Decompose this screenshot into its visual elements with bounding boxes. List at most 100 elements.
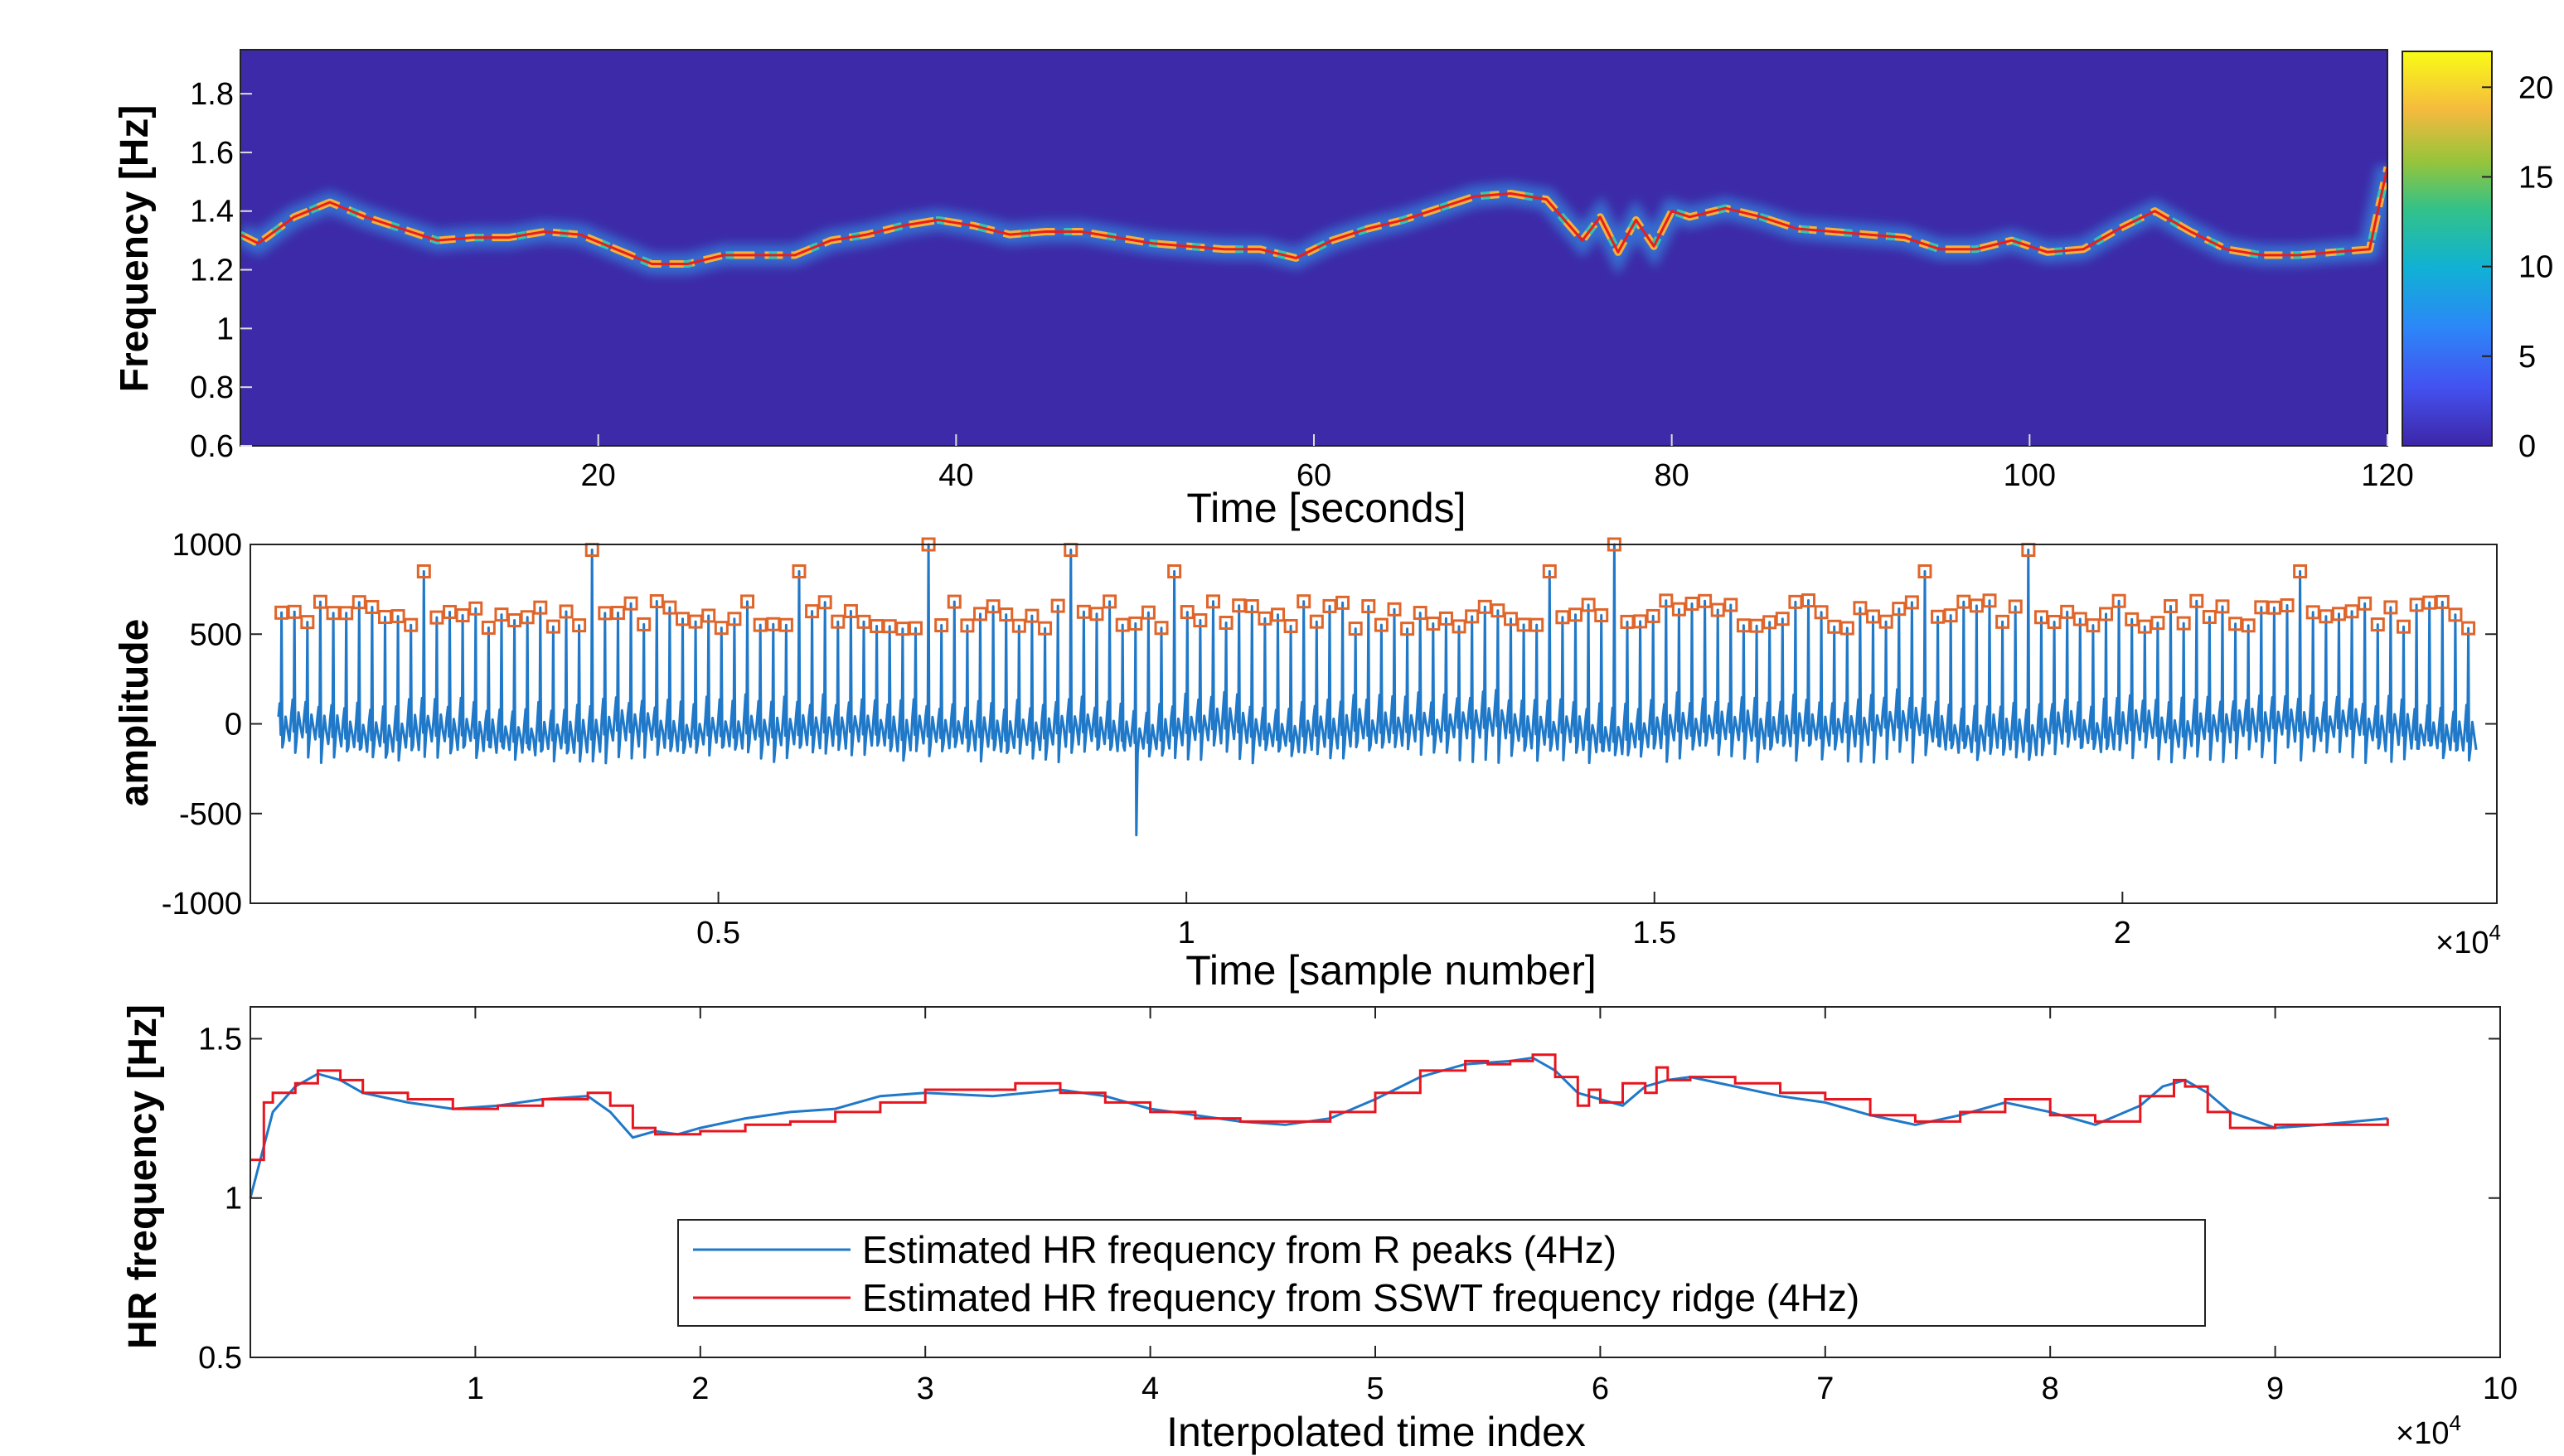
y-tick-label: 500 — [190, 617, 242, 652]
x-tick-label: 1.5 — [1632, 916, 1676, 951]
r-peak-marker — [714, 621, 729, 636]
r-peak-marker — [1866, 609, 1881, 624]
r-peak-marker — [1089, 607, 1104, 622]
r-peak-marker — [2344, 604, 2359, 619]
r-peak-marker — [1193, 613, 1208, 628]
r-peak-marker — [973, 607, 988, 622]
r-peak-marker — [1698, 593, 1713, 608]
r-peak-marker — [1232, 598, 1247, 613]
spectrogram-x-ticks: 20 40 60 80 100 120 — [581, 434, 2414, 493]
r-peak-marker — [2072, 612, 2087, 626]
r-peak-marker — [533, 600, 548, 615]
r-peak-marker — [1736, 618, 1751, 633]
r-peak-marker — [559, 604, 574, 619]
r-peak-marker — [1025, 608, 1040, 623]
r-peak-marker — [2215, 599, 2230, 614]
y-tick-label: 1.2 — [190, 254, 234, 288]
x-tick-label: 0.5 — [696, 916, 740, 951]
r-peak-marker — [1516, 617, 1531, 632]
r-peak-marker — [1775, 612, 1790, 626]
ecg-x-label: Time [sample number] — [1185, 947, 1597, 994]
hr-panel: 0.5 1 1.5 1 2 3 4 5 6 7 8 9 10 ×104 Interpolated ti… — [121, 1004, 2518, 1455]
r-peak-marker — [377, 609, 392, 624]
y-tick-label: 0.6 — [190, 429, 234, 464]
r-peak-marker — [572, 618, 587, 633]
y-tick-label: 1.6 — [190, 136, 234, 171]
r-peak-marker — [2047, 614, 2062, 629]
r-peak-marker — [2202, 610, 2217, 625]
r-peak-marker — [960, 618, 975, 633]
r-peak-marker — [1581, 597, 1596, 612]
r-peak-marker — [2189, 593, 2204, 608]
r-peak-marker — [300, 615, 315, 630]
r-peak-marker — [1011, 618, 1026, 633]
r-peak-marker — [2397, 619, 2411, 634]
r-peak-marker — [1219, 616, 1234, 631]
r-peak-marker — [895, 622, 910, 636]
r-peak-marker — [2305, 605, 2320, 620]
r-peak-marker — [2293, 564, 2308, 578]
r-peak-marker — [1154, 621, 1169, 636]
x-tick-label: 5 — [1366, 1371, 1384, 1406]
r-peak-marker — [2358, 596, 2373, 611]
x-tick-label: 100 — [2004, 458, 2056, 493]
spectrogram-panel: 0.60.811.21.41.61.8 20 40 60 80 100 120 Time … — [113, 49, 2553, 531]
r-peak-marker — [1348, 622, 1363, 636]
r-peak-marker — [1904, 595, 1919, 610]
r-peak-marker — [727, 612, 742, 626]
r-peak-marker — [688, 614, 703, 629]
r-peak-marker — [520, 610, 535, 625]
ecg-x-ticks: 0.5 1 1.5 2 — [696, 892, 2131, 951]
r-peak-marker — [1038, 621, 1053, 636]
r-peak-marker — [2370, 617, 2385, 632]
r-peak-marker — [2241, 618, 2256, 633]
x-tick-label: 8 — [2042, 1371, 2059, 1406]
r-peak-marker — [1659, 593, 1674, 608]
r-peak-marker — [1490, 603, 1505, 618]
r-peak-marker — [1892, 602, 1907, 617]
x-tick-label: 1 — [1178, 916, 1195, 951]
x-tick-label: 10 — [2483, 1371, 2518, 1406]
y-tick-label: 1.4 — [190, 195, 234, 230]
r-peak-marker — [1128, 616, 1143, 631]
colorbar-tick-label: 5 — [2518, 340, 2536, 375]
y-tick-label: 1 — [216, 312, 234, 346]
hr-x-exponent: ×104 — [2396, 1410, 2461, 1451]
r-peak-marker — [2409, 597, 2424, 612]
colorbar-tick-label: 20 — [2518, 70, 2553, 105]
r-peak-marker — [1762, 615, 1777, 630]
r-peak-marker — [1465, 609, 1480, 624]
r-peak-marker — [908, 621, 923, 636]
r-peak-marker — [662, 600, 677, 615]
r-peak-marker — [1258, 611, 1272, 626]
colorbar-ticks: 0 5 10 15 20 — [2482, 70, 2553, 464]
r-peak-marker — [1620, 614, 1635, 629]
hr-legend: Estimated HR frequency from R peaks (4Hz… — [677, 1219, 2206, 1327]
r-peak-marker — [753, 617, 768, 632]
x-tick-label: 7 — [1816, 1371, 1834, 1406]
colorbar-tick-label: 10 — [2518, 250, 2553, 285]
colorbar — [2402, 51, 2493, 447]
legend-entry-sswt: Estimated HR frequency from SSWT frequen… — [862, 1276, 1859, 1319]
r-peak-marker — [274, 605, 289, 620]
y-tick-label: 1.5 — [198, 1022, 242, 1057]
r-peak-marker — [805, 604, 820, 619]
r-peak-marker — [1271, 607, 1286, 622]
r-peak-marker — [2008, 599, 2023, 614]
ecg-signal-line — [277, 543, 2478, 837]
r-peak-marker — [1542, 564, 1557, 578]
x-tick-label: 6 — [1592, 1371, 1609, 1406]
r-peak-marker — [947, 594, 962, 609]
r-peak-marker — [1103, 594, 1117, 609]
r-peak-marker — [2228, 617, 2243, 631]
r-peak-marker — [1426, 617, 1441, 631]
r-peak-marker — [701, 608, 716, 623]
r-peak-marker — [1943, 608, 1958, 623]
r-peak-marker — [1995, 614, 2010, 629]
x-tick-label: 60 — [1297, 458, 1331, 493]
r-peak-marker — [1671, 602, 1686, 617]
r-peak-marker — [1723, 597, 1738, 612]
hr-y-label: HR frequency [Hz] — [121, 1004, 165, 1349]
spectrogram-x-label: Time [seconds] — [1186, 485, 1466, 531]
